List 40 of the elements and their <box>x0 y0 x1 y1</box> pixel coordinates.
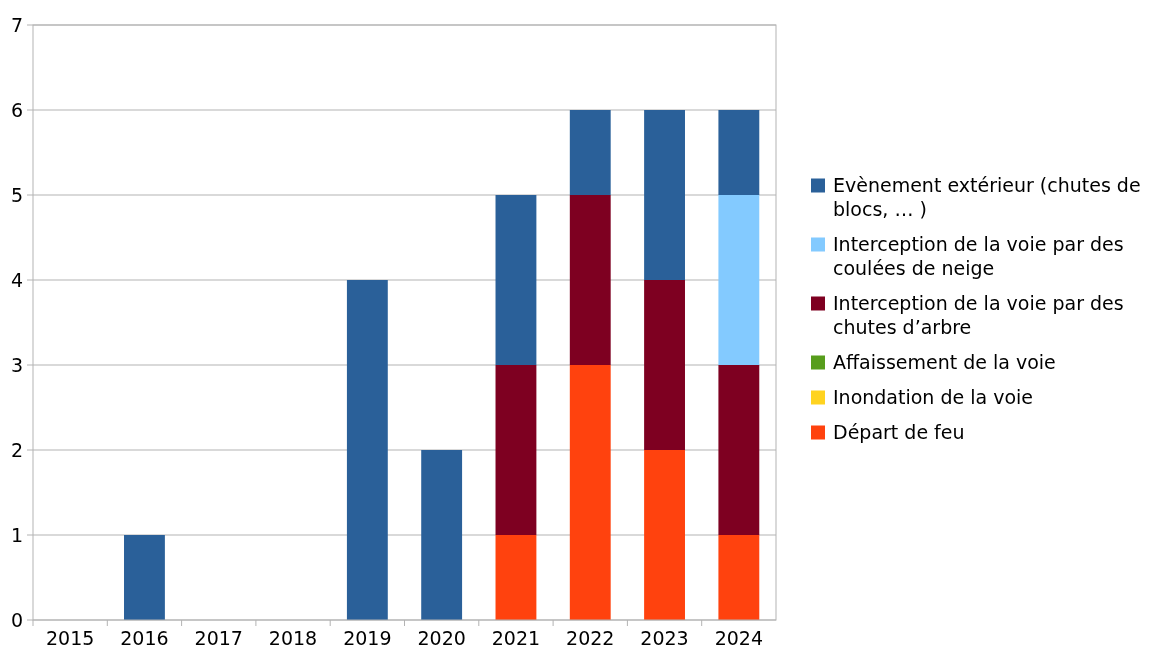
bar <box>718 535 760 620</box>
x-tick-label: 2023 <box>640 627 689 649</box>
bar <box>495 535 537 620</box>
bar <box>495 365 537 535</box>
x-tick-label: 2015 <box>45 627 95 649</box>
y-tick-label: 7 <box>10 13 23 36</box>
y-tick-label: 5 <box>10 183 23 206</box>
bar <box>644 280 685 450</box>
x-tick-label: 2022 <box>566 627 615 649</box>
x-tick-label: 2018 <box>268 627 318 649</box>
x-tick-label: 2016 <box>120 627 169 649</box>
legend-label: Inondation de la voie <box>833 385 1034 408</box>
bar <box>569 110 611 195</box>
bar <box>718 110 760 195</box>
y-tick-label: 1 <box>10 523 23 546</box>
bar <box>346 280 388 620</box>
x-tick-label: 2021 <box>491 627 541 649</box>
bar <box>644 450 685 620</box>
y-tick-label: 4 <box>10 268 23 291</box>
legend-label: Départ de feu <box>833 420 965 443</box>
bar <box>569 195 611 365</box>
legend-label: Affaissement de la voie <box>833 350 1056 373</box>
legend-label: Evènement extérieur (chutes de blocs, … ) <box>833 173 1141 220</box>
y-tick-label: 6 <box>10 98 23 121</box>
bar <box>718 195 760 365</box>
bar <box>421 450 463 620</box>
x-tick-label: 2020 <box>417 627 466 649</box>
x-tick-label: 2024 <box>714 627 764 649</box>
legend-label: Interception de la voie par des coulées de neige <box>833 232 1124 279</box>
x-tick-label: 2017 <box>194 627 243 649</box>
bar <box>124 535 165 620</box>
y-tick-label: 3 <box>10 353 23 376</box>
bar <box>718 365 760 535</box>
legend-label: Interception de la voie par des chutes d’arbre <box>833 291 1124 338</box>
x-tick-label: 2019 <box>343 627 392 649</box>
bar <box>495 195 537 365</box>
y-tick-label: 0 <box>10 608 23 631</box>
bar <box>569 365 611 620</box>
y-tick-label: 2 <box>10 438 23 461</box>
bar <box>644 110 685 280</box>
